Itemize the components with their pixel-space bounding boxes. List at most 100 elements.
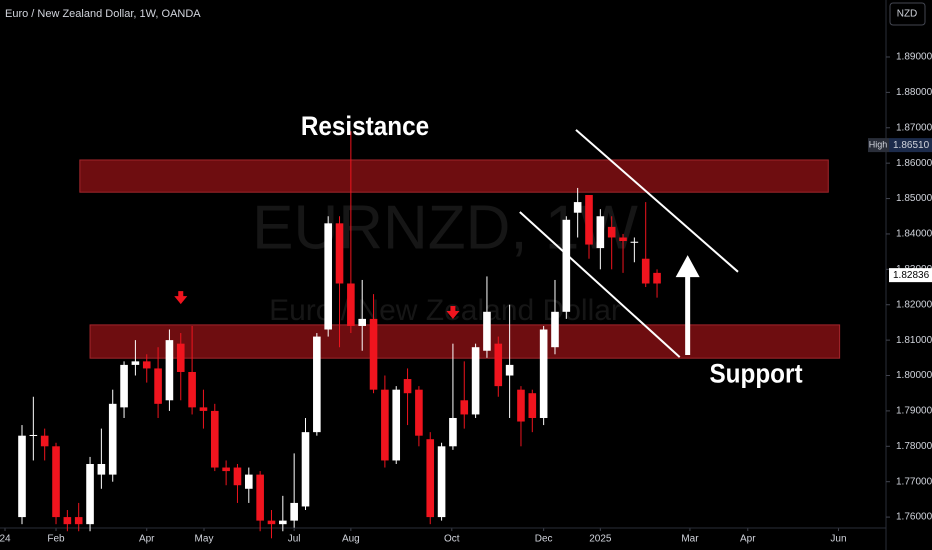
candle-body [335, 223, 344, 284]
y-tick-label: 1.79000 [896, 406, 932, 417]
y-tick-label: 1.85000 [896, 193, 932, 204]
down-arrow [174, 291, 188, 305]
y-tick-label: 1.76000 [896, 512, 932, 523]
candle-body [528, 393, 537, 418]
y-tick-label: 1.88000 [896, 87, 932, 98]
x-tick-label: Feb [47, 534, 65, 545]
candle-body [392, 389, 401, 461]
candle-body [40, 435, 49, 447]
candle-body [539, 329, 548, 418]
y-tick-label: 1.82000 [896, 299, 932, 310]
candle-body [120, 364, 128, 408]
candle-body [108, 403, 117, 475]
y-tick-label: 1.87000 [896, 122, 932, 133]
candle-body [199, 407, 208, 411]
last-price: 1.82836 [893, 270, 930, 281]
candle-body [403, 379, 412, 394]
candle-body [267, 520, 276, 525]
candle-body [74, 517, 83, 525]
candle-body [630, 241, 639, 243]
candle-body [505, 364, 514, 376]
candle-body [483, 311, 491, 351]
high-value-box [889, 138, 932, 153]
down-arrow [446, 305, 460, 319]
plot: 1.76000 1.77000 1.78000 1.79000 1.80000 1.810… [0, 52, 932, 545]
candle-body [279, 520, 287, 525]
high-value: 1.86510 [893, 140, 930, 151]
high-tag-label: High [869, 139, 888, 149]
y-tick-label: 1.89000 [896, 52, 932, 63]
x-tick-label: Apr [740, 534, 756, 545]
zone [89, 324, 841, 359]
candle-body [210, 410, 219, 468]
resistance-label: Resistance [301, 112, 429, 141]
candle-body [324, 223, 332, 330]
candle-body [551, 311, 559, 348]
x-tick-label: Dec [535, 534, 553, 545]
candle-body [188, 371, 196, 408]
candle-body [369, 318, 378, 390]
candle-body [641, 258, 650, 284]
candle-body [573, 202, 582, 213]
candle-body [301, 432, 310, 507]
candle-body [607, 226, 616, 238]
up-arrow-head [675, 255, 700, 278]
y-tick-label: 1.80000 [896, 370, 932, 381]
candle-body [176, 343, 185, 372]
x-tick-label: Jun [830, 534, 846, 545]
x-tick-label: 2025 [589, 534, 612, 545]
candle-body [63, 517, 72, 525]
candle-body [619, 237, 627, 242]
candle-body [29, 434, 38, 436]
y-tick-label: 1.84000 [896, 229, 932, 240]
currency-box[interactable] [889, 2, 926, 26]
x-tick-label: 24 [0, 534, 11, 545]
candle-body [256, 474, 264, 521]
candle-body [233, 467, 242, 486]
candle-body [449, 417, 457, 447]
currency[interactable]: NZD [897, 9, 918, 20]
candle-body [471, 347, 480, 415]
candle-body [86, 463, 94, 525]
candle-body [437, 446, 446, 518]
candle-body [165, 340, 174, 401]
candle-body [347, 283, 355, 326]
candle-body [154, 368, 162, 404]
candle-body [142, 361, 151, 369]
candle-body [131, 361, 140, 365]
high-tag [868, 138, 889, 153]
x-tick-label: Apr [139, 534, 155, 545]
channel-line [519, 211, 681, 358]
candle-body [97, 463, 106, 475]
candle-body [245, 474, 253, 489]
x-tick-label: May [195, 534, 214, 545]
candle-body [222, 467, 230, 472]
y-tick-label: 1.78000 [896, 441, 932, 452]
x-tick-label: Mar [681, 534, 699, 545]
candle-body [52, 446, 60, 518]
support-label: Support [709, 359, 803, 388]
y-tick-label: 1.81000 [896, 335, 932, 346]
channel-line [575, 129, 739, 273]
candle-body [585, 195, 593, 245]
candle-body [313, 336, 321, 433]
candle-body [415, 389, 423, 436]
y-tick-label: 1.86000 [896, 158, 932, 169]
last-price-box [889, 268, 932, 283]
candle-body [460, 400, 469, 415]
candle-body [517, 389, 525, 422]
candle-body [653, 272, 661, 284]
candle-body [18, 435, 26, 518]
candle-body [494, 343, 503, 387]
candle-body [358, 318, 367, 326]
zone [79, 159, 829, 193]
header: Euro / New Zealand Dollar, 1W, OANDA [5, 8, 201, 20]
candle-body [426, 439, 435, 518]
candle-body [381, 389, 389, 461]
candle-body [562, 219, 571, 312]
y-tick-label: 1.77000 [896, 476, 932, 487]
candle-body [290, 502, 298, 521]
x-tick-label: Aug [342, 534, 360, 545]
